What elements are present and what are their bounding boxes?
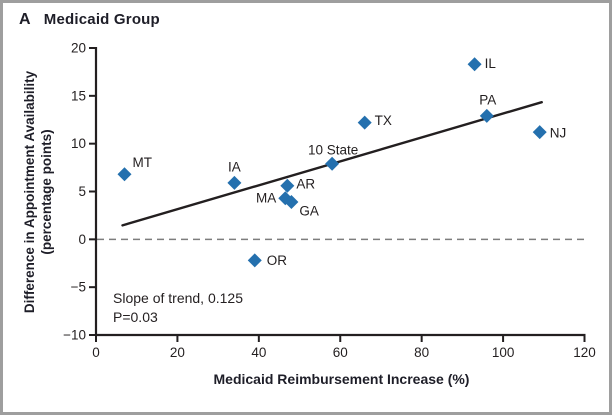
point-label-tx: TX	[375, 113, 392, 128]
data-point-or	[247, 253, 262, 268]
data-point-il	[467, 57, 482, 72]
point-label-ga: GA	[299, 204, 319, 219]
y-tick-label-20: 20	[71, 41, 86, 56]
slope-text: Slope of trend, 0.125	[113, 290, 243, 306]
point-label-nj: NJ	[550, 126, 567, 141]
point-label-10-state: 10 State	[308, 142, 358, 157]
x-tick-label-20: 20	[170, 345, 185, 360]
point-label-il: IL	[485, 56, 497, 71]
scatter-chart: 0 20 40 60 80 100 120 20 15 10 5 0 −5 −10 MT IA MA AR GA OR…	[63, 41, 596, 361]
point-label-pa: PA	[479, 92, 496, 107]
x-axis-title: Medicaid Reimbursement Increase (%)	[213, 371, 470, 387]
x-tick-label-60: 60	[333, 345, 348, 360]
y-tick-label--10: −10	[63, 328, 86, 343]
y-tick-label--5: −5	[71, 280, 86, 295]
point-label-ma: MA	[256, 191, 276, 206]
point-label-ar: AR	[296, 176, 315, 191]
x-tick-label-120: 120	[573, 345, 596, 360]
data-point-mt	[117, 167, 132, 182]
p-value-text: P=0.03	[113, 309, 158, 325]
data-point-ar	[280, 178, 295, 193]
data-point-10-state	[325, 156, 340, 171]
x-tick-label-40: 40	[251, 345, 266, 360]
panel-title-text: Medicaid Group	[43, 11, 160, 28]
y-tick-label-15: 15	[71, 88, 86, 103]
point-label-or: OR	[267, 253, 288, 268]
point-label-mt: MT	[132, 155, 152, 170]
data-point-nj	[532, 125, 547, 140]
panel-title: A Medicaid Group	[19, 11, 160, 29]
y-tick-label-10: 10	[71, 136, 86, 151]
y-tick-label-0: 0	[78, 232, 86, 247]
y-tick-label-5: 5	[78, 184, 86, 199]
x-tick-label-100: 100	[492, 345, 515, 360]
point-label-ia: IA	[228, 159, 241, 174]
x-tick-label-0: 0	[92, 345, 100, 360]
data-point-ga	[284, 195, 299, 210]
data-point-tx	[357, 115, 372, 130]
x-tick-label-80: 80	[414, 345, 429, 360]
trend-annotation: Slope of trend, 0.125 P=0.03	[113, 289, 243, 327]
data-point-ia	[227, 175, 242, 190]
panel-letter: A	[19, 11, 31, 28]
data-point-pa	[479, 108, 494, 123]
